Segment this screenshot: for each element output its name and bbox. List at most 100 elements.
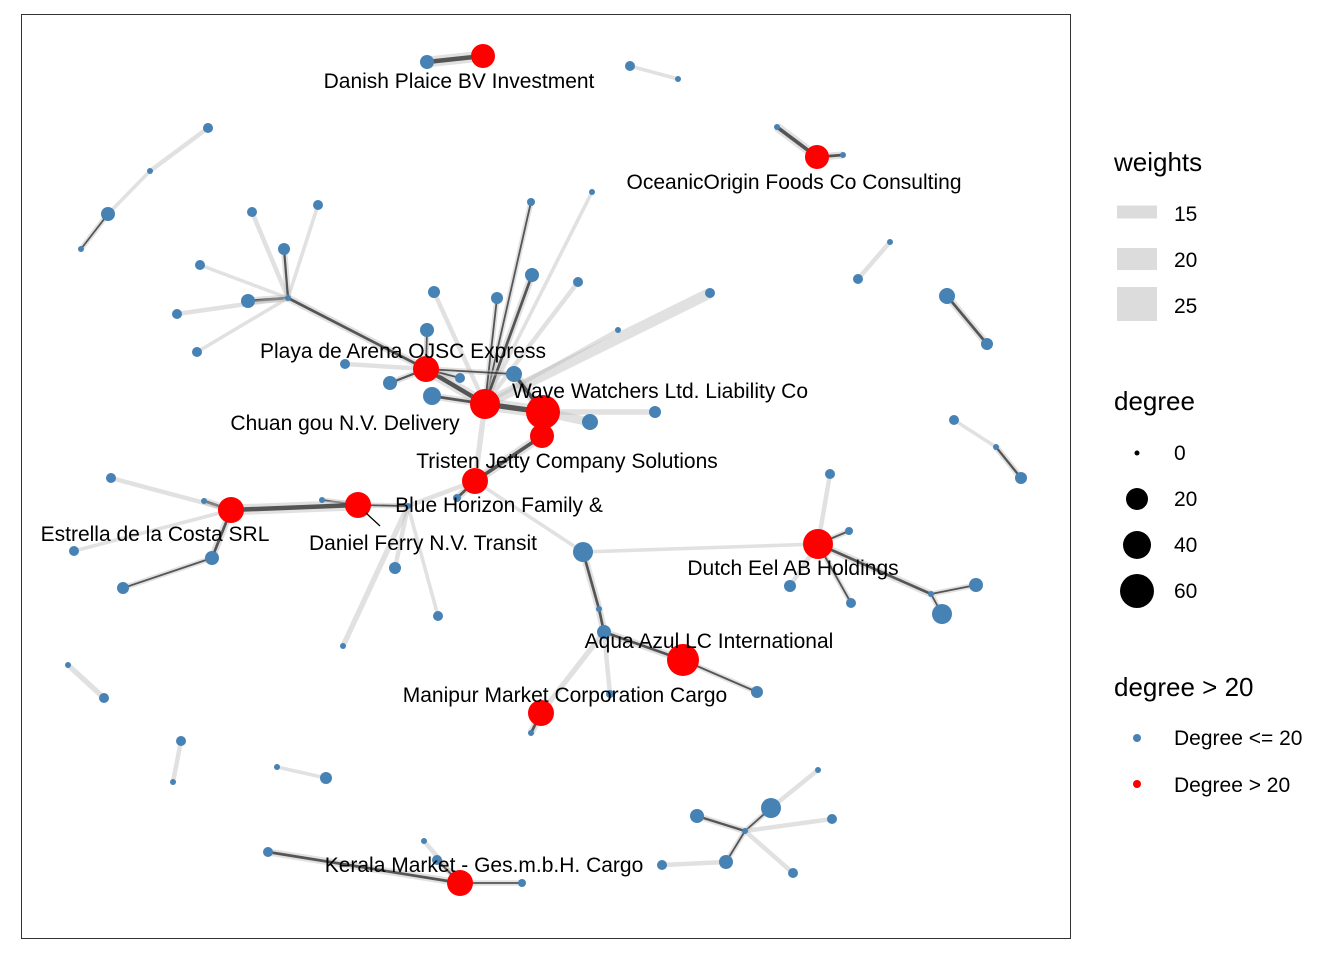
node-low-degree: [1015, 472, 1027, 484]
node-low-degree: [420, 323, 434, 337]
edge: [176, 295, 289, 317]
node-low-degree: [573, 542, 593, 562]
node-low-degree: [606, 690, 614, 698]
node-low-degree: [993, 444, 999, 450]
node-low-degree: [491, 292, 503, 304]
node-low-degree: [195, 260, 205, 270]
node-low-degree: [518, 879, 526, 887]
node-high-degree: [218, 497, 244, 523]
edge: [170, 740, 184, 783]
node-low-degree: [453, 494, 461, 502]
label-leader-line: [365, 512, 381, 527]
label-layer: Danish Plaice BV Investment OceanicOrigi…: [41, 70, 962, 877]
edge: [538, 630, 607, 715]
node-low-degree: [313, 200, 323, 210]
node-label-danish-plaice: Danish Plaice BV Investment: [324, 70, 595, 93]
edge: [73, 508, 232, 553]
node-high-degree: [667, 644, 699, 676]
node-high-degree: [345, 492, 371, 518]
node-low-degree: [383, 376, 397, 390]
node-low-degree: [690, 809, 704, 823]
edge-core: [425, 368, 515, 375]
node-low-degree: [751, 686, 763, 698]
node-label-dutch-eel: Dutch Eel AB Holdings: [687, 557, 898, 580]
node-low-degree: [840, 152, 846, 158]
node-label-manipur: Manipur Market Corporation Cargo: [403, 684, 727, 707]
node-low-degree: [405, 503, 411, 509]
edge: [392, 505, 411, 569]
node-low-degree: [147, 168, 153, 174]
node-low-degree: [433, 611, 443, 621]
edge-core: [930, 584, 977, 595]
legend-label-degree-40: 40: [1174, 534, 1197, 557]
node-label-daniel-ferry: Daniel Ferry N.V. Transit: [309, 532, 537, 555]
edge-core: [287, 296, 427, 371]
legend: weights 15 20 25 degree 0 20 40 60 degre…: [1113, 147, 1302, 797]
edge: [276, 765, 327, 780]
node-low-degree: [887, 239, 893, 245]
node-low-degree: [320, 772, 332, 784]
edge: [744, 816, 833, 834]
node-low-degree: [846, 598, 856, 608]
node-high-degree: [471, 44, 495, 68]
node-low-degree: [705, 288, 715, 298]
edge: [110, 475, 232, 513]
node-label-tristen-jetty: Tristen Jetty Company Solutions: [416, 450, 718, 473]
node-low-degree: [649, 406, 661, 418]
node-low-degree: [65, 662, 71, 668]
node-low-degree: [589, 189, 595, 195]
edge-core: [817, 542, 932, 596]
edge-core: [230, 502, 359, 513]
node-high-degree: [526, 395, 560, 429]
edge-core: [945, 295, 989, 345]
edge: [148, 126, 210, 173]
node-low-degree: [247, 207, 257, 217]
legend-label-degree-60: 60: [1174, 580, 1197, 603]
legend-title-weights: weights: [1113, 147, 1202, 177]
node-low-degree: [192, 347, 202, 357]
node-low-degree: [719, 855, 733, 869]
edge: [474, 479, 584, 554]
edge: [199, 263, 289, 300]
node-label-chuan-gou: Chuan gou N.V. Delivery: [230, 412, 460, 435]
legend-label-degree-20: 20: [1174, 488, 1197, 511]
edge: [661, 859, 727, 868]
legend-dot-degree-20: [1126, 488, 1148, 510]
node-low-degree: [205, 551, 219, 565]
node-low-degree: [69, 546, 79, 556]
legend-dot-degree-0: [1134, 450, 1140, 456]
edge: [483, 191, 594, 405]
edge-core: [696, 814, 746, 833]
node-high-degree: [447, 870, 473, 896]
edge-core: [473, 434, 544, 483]
node-low-degree: [969, 578, 983, 592]
node-low-degree: [525, 268, 539, 282]
node-low-degree: [172, 309, 182, 319]
edge: [431, 291, 488, 405]
node-high-degree: [805, 145, 829, 169]
edge: [582, 542, 819, 554]
node-low-degree: [949, 415, 959, 425]
node-label-aqua-azul: Aqua Azul LC International: [585, 630, 834, 653]
node-low-degree: [274, 764, 280, 770]
node-label-blue-horizon: Blue Horizon Family &: [395, 494, 603, 517]
node-high-degree: [470, 389, 500, 419]
node-high-degree: [528, 700, 554, 726]
node-layer: [65, 44, 1027, 896]
legend-label-degree-low: Degree <= 20: [1174, 727, 1302, 750]
edge: [286, 204, 320, 299]
legend-label-degree-0: 0: [1174, 442, 1186, 465]
legend-label-degree-high: Degree > 20: [1174, 774, 1290, 797]
plot-panel: [21, 14, 1071, 939]
edge: [484, 328, 619, 406]
node-low-degree: [675, 76, 681, 82]
edge: [196, 296, 289, 354]
edge: [743, 829, 795, 875]
node-low-degree: [340, 643, 346, 649]
node-high-degree: [803, 529, 833, 559]
node-low-degree: [170, 779, 176, 785]
node-low-degree: [932, 604, 952, 624]
node-low-degree: [573, 277, 583, 287]
node-low-degree: [201, 498, 207, 504]
